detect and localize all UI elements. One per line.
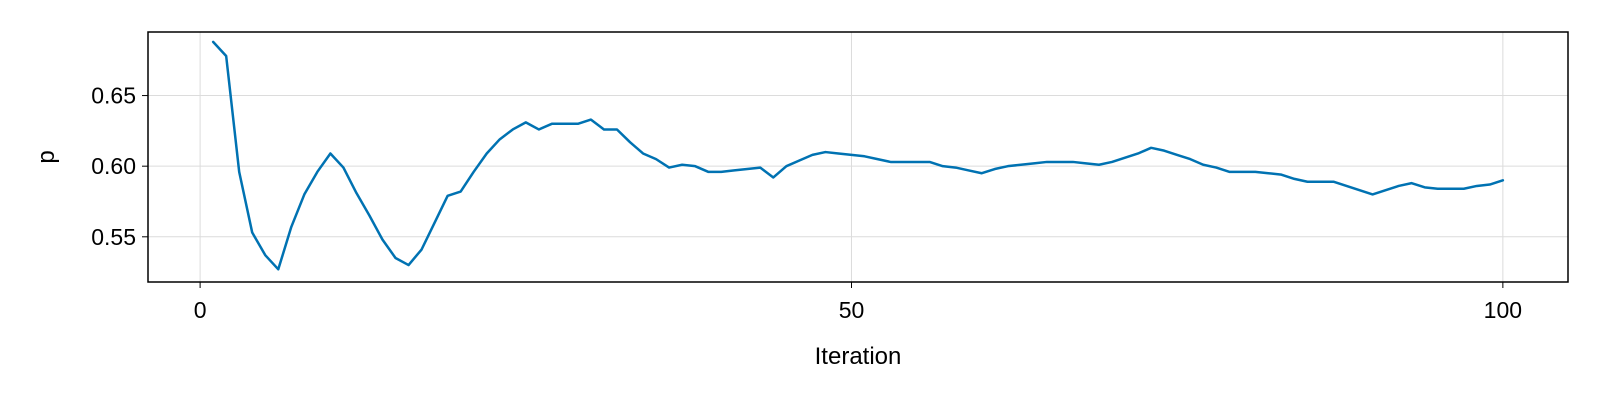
x-tick-label: 100	[1484, 297, 1522, 323]
y-tick-label: 0.65	[91, 83, 136, 109]
y-axis-label: p	[33, 150, 60, 163]
series-line	[211, 40, 1505, 271]
y-tick-label: 0.60	[91, 153, 136, 179]
axis-ticks: 0 50 100 0.55 0.60 0.65	[91, 83, 1522, 323]
x-axis-label: Iteration	[815, 343, 902, 370]
x-tick-label: 50	[839, 297, 865, 323]
x-tick-label: 0	[194, 297, 207, 323]
y-tick-label: 0.55	[91, 224, 136, 250]
series-layer	[211, 40, 1505, 271]
grid	[148, 32, 1568, 282]
plot-frame	[147, 31, 1569, 283]
